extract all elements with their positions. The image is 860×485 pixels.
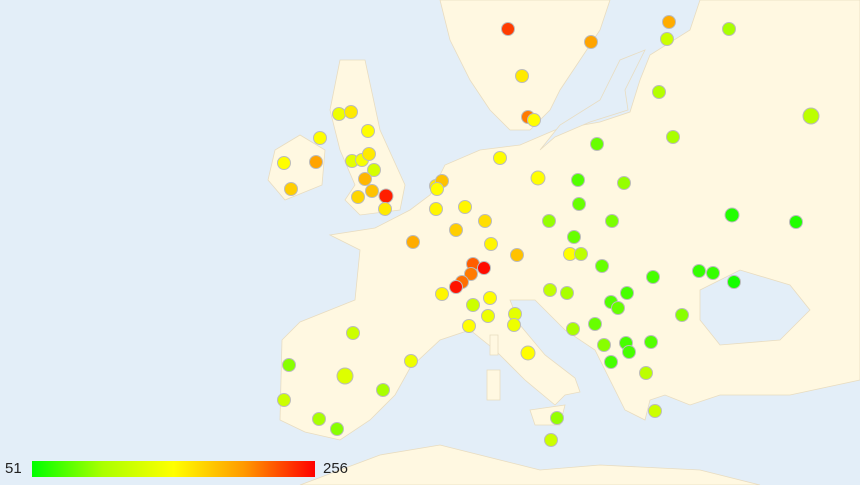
city-point <box>604 355 618 369</box>
city-point <box>727 275 741 289</box>
city-point <box>544 433 558 447</box>
city-point <box>507 318 521 332</box>
city-point <box>590 137 604 151</box>
city-point <box>458 200 472 214</box>
city-point <box>464 267 478 281</box>
city-point <box>648 404 662 418</box>
baltic-sea <box>539 49 646 151</box>
city-point <box>722 22 736 36</box>
city-point <box>404 354 418 368</box>
city-point <box>515 69 529 83</box>
city-point <box>309 155 323 169</box>
legend-gradient <box>32 461 315 477</box>
corsica <box>489 334 499 356</box>
city-point <box>406 235 420 249</box>
legend-min: 51 <box>5 460 22 477</box>
city-point <box>542 214 556 228</box>
city-point <box>692 264 706 278</box>
city-point <box>378 188 394 204</box>
city-point <box>284 182 298 196</box>
city-point <box>550 411 564 425</box>
city-point <box>789 215 803 229</box>
city-point <box>802 107 820 125</box>
city-point <box>660 32 674 46</box>
city-point <box>617 176 631 190</box>
city-point <box>365 184 379 198</box>
points <box>277 15 820 447</box>
city-point <box>620 286 634 300</box>
city-point <box>351 190 365 204</box>
city-point <box>362 147 376 161</box>
ireland <box>267 134 326 201</box>
city-point <box>449 280 463 294</box>
city-point <box>466 298 480 312</box>
city-point <box>605 214 619 228</box>
city-point <box>597 338 611 352</box>
city-point <box>449 223 463 237</box>
city-point <box>510 248 524 262</box>
city-point <box>478 214 492 228</box>
city-point <box>330 422 344 436</box>
city-point <box>313 131 327 145</box>
city-point <box>493 151 507 165</box>
city-point <box>358 172 372 186</box>
city-point <box>312 412 326 426</box>
city-point <box>430 182 444 196</box>
city-point <box>336 367 354 385</box>
city-point <box>361 124 375 138</box>
city-point <box>666 130 680 144</box>
city-point <box>724 207 740 223</box>
city-point <box>584 35 598 49</box>
city-point <box>611 301 625 315</box>
city-point <box>646 270 660 284</box>
city-point <box>462 319 476 333</box>
city-point <box>572 197 586 211</box>
city-point <box>346 326 360 340</box>
city-point <box>662 15 676 29</box>
city-point <box>530 170 546 186</box>
sardinia <box>486 369 501 401</box>
city-point <box>588 317 602 331</box>
city-point <box>282 358 296 372</box>
city-point <box>543 283 557 297</box>
city-point <box>501 22 515 36</box>
city-point <box>483 291 497 305</box>
city-point <box>378 202 392 216</box>
city-point <box>277 156 291 170</box>
city-point <box>567 230 581 244</box>
city-point <box>595 259 609 273</box>
city-point <box>652 85 666 99</box>
city-point <box>477 261 491 275</box>
city-point <box>574 247 588 261</box>
city-point <box>706 266 720 280</box>
city-point <box>332 107 346 121</box>
city-point <box>560 286 574 300</box>
city-point <box>367 163 381 177</box>
city-point <box>571 173 585 187</box>
city-point <box>481 309 495 323</box>
city-point <box>376 383 390 397</box>
city-point <box>277 393 291 407</box>
city-point <box>484 237 498 251</box>
legend-max: 256 <box>323 460 348 477</box>
city-point <box>566 322 580 336</box>
city-point <box>622 345 636 359</box>
city-point <box>527 113 541 127</box>
city-point <box>675 308 689 322</box>
black-sea <box>699 269 811 346</box>
africa <box>299 444 761 485</box>
city-point <box>520 345 536 361</box>
city-point <box>429 202 443 216</box>
city-point <box>639 366 653 380</box>
city-point <box>344 105 358 119</box>
city-point <box>644 335 658 349</box>
city-point <box>435 287 449 301</box>
